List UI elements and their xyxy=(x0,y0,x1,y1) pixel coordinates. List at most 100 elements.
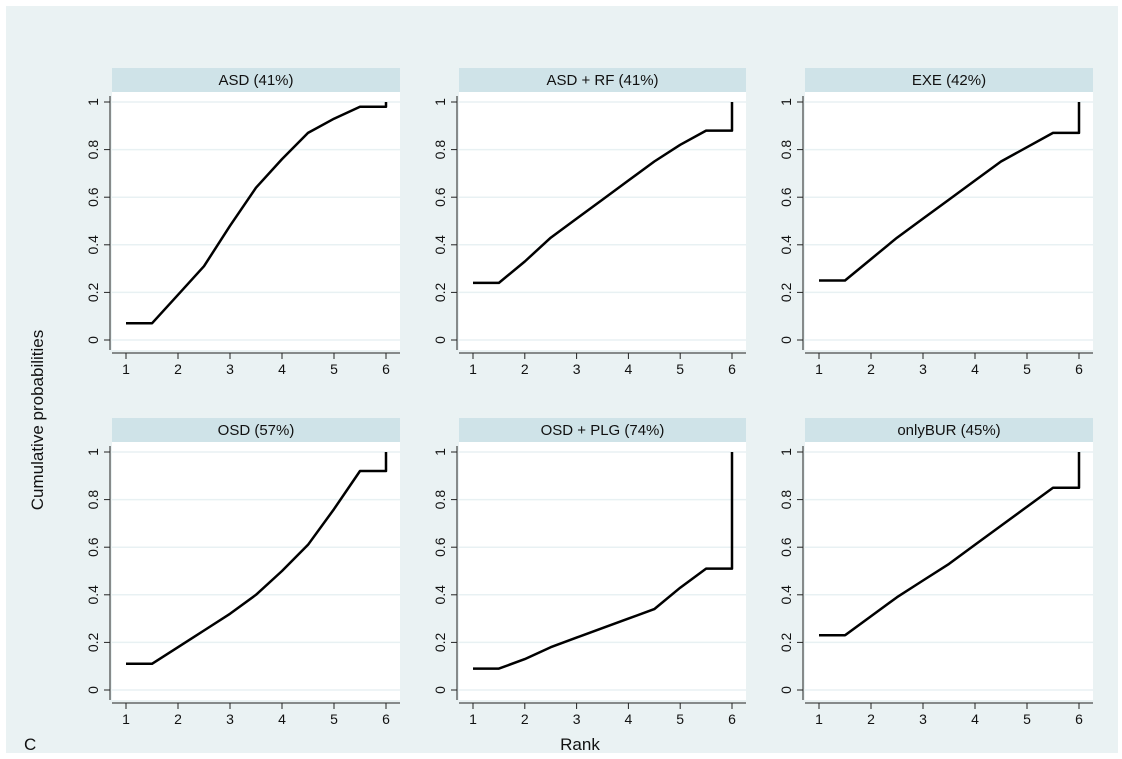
x-tick-label: 2 xyxy=(174,711,182,727)
y-tick-label: 0 xyxy=(85,686,101,694)
x-tick-label: 4 xyxy=(625,711,633,727)
x-tick-label: 6 xyxy=(728,361,736,377)
x-tick-label: 3 xyxy=(573,361,581,377)
x-tick-label: 2 xyxy=(867,711,875,727)
panel-title: OSD + PLG (74%) xyxy=(541,422,665,439)
y-tick-label: 0.4 xyxy=(432,235,448,255)
y-tick-label: 0.4 xyxy=(778,585,794,605)
x-tick-label: 3 xyxy=(573,711,581,727)
cumulative-line xyxy=(126,102,388,325)
panel-title: ASD (41%) xyxy=(218,72,293,89)
x-tick-label: 2 xyxy=(521,711,529,727)
y-tick-label: 0.6 xyxy=(85,187,101,207)
cumulative-line xyxy=(126,452,388,666)
y-tick-label: 0 xyxy=(432,686,448,694)
x-axis-label: Rank xyxy=(560,735,600,754)
panel-title: EXE (42%) xyxy=(912,72,986,89)
y-tick-label: 0.2 xyxy=(85,282,101,302)
y-tick-label: 0.4 xyxy=(432,585,448,605)
x-tick-label: 5 xyxy=(1023,711,1031,727)
cumulative-line xyxy=(819,452,1081,637)
y-tick-label: 1 xyxy=(778,98,794,106)
y-tick-label: 0.8 xyxy=(432,140,448,160)
x-tick-label: 1 xyxy=(815,711,823,727)
panel-label: C xyxy=(24,735,37,754)
panel-5: OSD + PLG (74%) 0 0.2 0.4 0.6 0.8 1 1 2 3 4 5 6 xyxy=(432,418,746,727)
y-tick-label: 1 xyxy=(432,448,448,456)
x-tick-label: 4 xyxy=(278,361,286,377)
cumulative-line xyxy=(473,452,734,670)
panel-strip xyxy=(112,418,400,442)
x-tick-label: 2 xyxy=(521,361,529,377)
y-tick-label: 0.8 xyxy=(85,140,101,160)
panel-title: OSD (57%) xyxy=(218,422,295,439)
x-tick-label: 6 xyxy=(1075,361,1083,377)
plot-region xyxy=(459,442,746,700)
y-tick-label: 0.4 xyxy=(85,235,101,255)
x-tick-label: 6 xyxy=(728,711,736,727)
y-tick-label: 0.8 xyxy=(778,140,794,160)
x-tick-label: 6 xyxy=(382,361,390,377)
y-tick-label: 0.4 xyxy=(778,235,794,255)
y-tick-label: 0.2 xyxy=(432,632,448,652)
panel-strip xyxy=(805,68,1093,92)
plot-region xyxy=(112,442,400,700)
panel-6: onlyBUR (45%) 0 0.2 0.4 0.6 0.8 1 1 2 3 4 5 6 xyxy=(778,418,1093,727)
y-tick-label: 0.2 xyxy=(85,632,101,652)
y-tick-label: 0 xyxy=(778,336,794,344)
x-tick-label: 1 xyxy=(122,361,130,377)
y-tick-label: 0 xyxy=(85,336,101,344)
panel-title: onlyBUR (45%) xyxy=(897,422,1000,439)
x-tick-label: 5 xyxy=(330,711,338,727)
x-tick-label: 3 xyxy=(226,711,234,727)
x-tick-label: 4 xyxy=(971,711,979,727)
y-tick-label: 0.6 xyxy=(778,187,794,207)
x-tick-label: 1 xyxy=(122,711,130,727)
x-tick-label: 6 xyxy=(382,711,390,727)
y-tick-label: 0.6 xyxy=(432,537,448,557)
y-tick-label: 0 xyxy=(778,686,794,694)
y-tick-label: 0.8 xyxy=(432,490,448,510)
y-tick-label: 1 xyxy=(85,98,101,106)
panel-strip xyxy=(805,418,1093,442)
y-tick-label: 0.6 xyxy=(432,187,448,207)
x-tick-label: 4 xyxy=(971,361,979,377)
panel-strip xyxy=(459,68,746,92)
y-tick-label: 0.4 xyxy=(85,585,101,605)
x-tick-label: 4 xyxy=(625,361,633,377)
x-tick-label: 1 xyxy=(469,711,477,727)
y-tick-label: 1 xyxy=(432,98,448,106)
y-tick-label: 0.8 xyxy=(85,490,101,510)
x-tick-label: 2 xyxy=(867,361,875,377)
x-tick-label: 3 xyxy=(919,711,927,727)
plot-region xyxy=(805,442,1093,700)
x-tick-label: 5 xyxy=(330,361,338,377)
panel-4: OSD (57%) 0 0.2 0.4 0.6 0.8 1 1 2 3 4 5 6 xyxy=(85,418,400,727)
x-tick-label: 1 xyxy=(469,361,477,377)
plot-region xyxy=(112,92,400,350)
y-tick-label: 1 xyxy=(778,448,794,456)
panel-title: ASD + RF (41%) xyxy=(546,72,658,89)
cumulative-line xyxy=(473,102,734,285)
y-tick-label: 0.2 xyxy=(432,282,448,302)
x-tick-label: 6 xyxy=(1075,711,1083,727)
y-tick-label: 1 xyxy=(85,448,101,456)
cumulative-line xyxy=(819,102,1081,282)
y-tick-label: 0 xyxy=(432,336,448,344)
panel-3: EXE (42%) 0 0.2 0.4 0.6 0.8 1 1 2 3 4 5 6 xyxy=(778,68,1093,377)
x-tick-label: 1 xyxy=(815,361,823,377)
panel-2: ASD + RF (41%) 0 0.2 0.4 0.6 0.8 1 1 2 3 4 5 6 xyxy=(432,68,746,377)
x-tick-label: 5 xyxy=(676,361,684,377)
panel-1: ASD (41%) 0 0.2 0.4 0.6 0.8 1 1 2 3 4 5 6 xyxy=(85,68,400,377)
x-tick-label: 5 xyxy=(1023,361,1031,377)
plot-region xyxy=(805,92,1093,350)
plot-region xyxy=(459,92,746,350)
x-tick-label: 3 xyxy=(919,361,927,377)
y-tick-label: 0.2 xyxy=(778,632,794,652)
y-tick-label: 0.6 xyxy=(778,537,794,557)
y-tick-label: 0.2 xyxy=(778,282,794,302)
y-tick-label: 0.6 xyxy=(85,537,101,557)
x-tick-label: 5 xyxy=(676,711,684,727)
